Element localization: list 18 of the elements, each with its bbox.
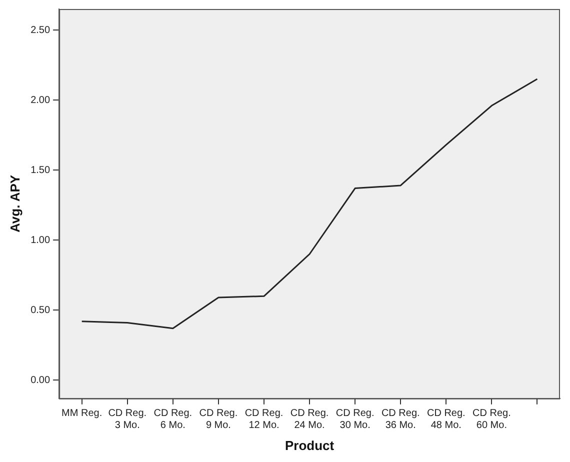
x-tick-label: CD Reg. 24 Mo.: [290, 408, 329, 432]
y-tick-label: 2.50: [30, 24, 50, 36]
y-tick-label: 1.50: [30, 164, 50, 176]
x-tick-label: CD Reg. 30 Mo.: [336, 408, 374, 432]
x-tick-label: CD Reg. 60 Mo.: [472, 408, 511, 432]
x-tick-label: MM Reg.: [62, 408, 102, 420]
y-tick-label: 1.00: [30, 234, 50, 246]
x-tick-label: CD Reg. 12 Mo.: [244, 408, 284, 432]
y-axis-title: Avg. APY: [7, 174, 22, 232]
x-tick-label: CD Reg. 3 Mo.: [108, 408, 147, 432]
x-axis-title: Product: [284, 438, 335, 453]
y-tick-label: 0.50: [30, 304, 50, 316]
x-tick-label: CD Reg. 6 Mo.: [154, 408, 192, 432]
y-tick-label: 0.00: [30, 374, 50, 386]
x-tick-label: CD Reg. 9 Mo.: [199, 408, 238, 432]
x-tick-label: CD Reg. 36 Mo.: [381, 408, 420, 432]
y-tick-label: 2.00: [30, 94, 50, 106]
x-tick-label: CD Reg. 48 Mo.: [426, 408, 466, 432]
